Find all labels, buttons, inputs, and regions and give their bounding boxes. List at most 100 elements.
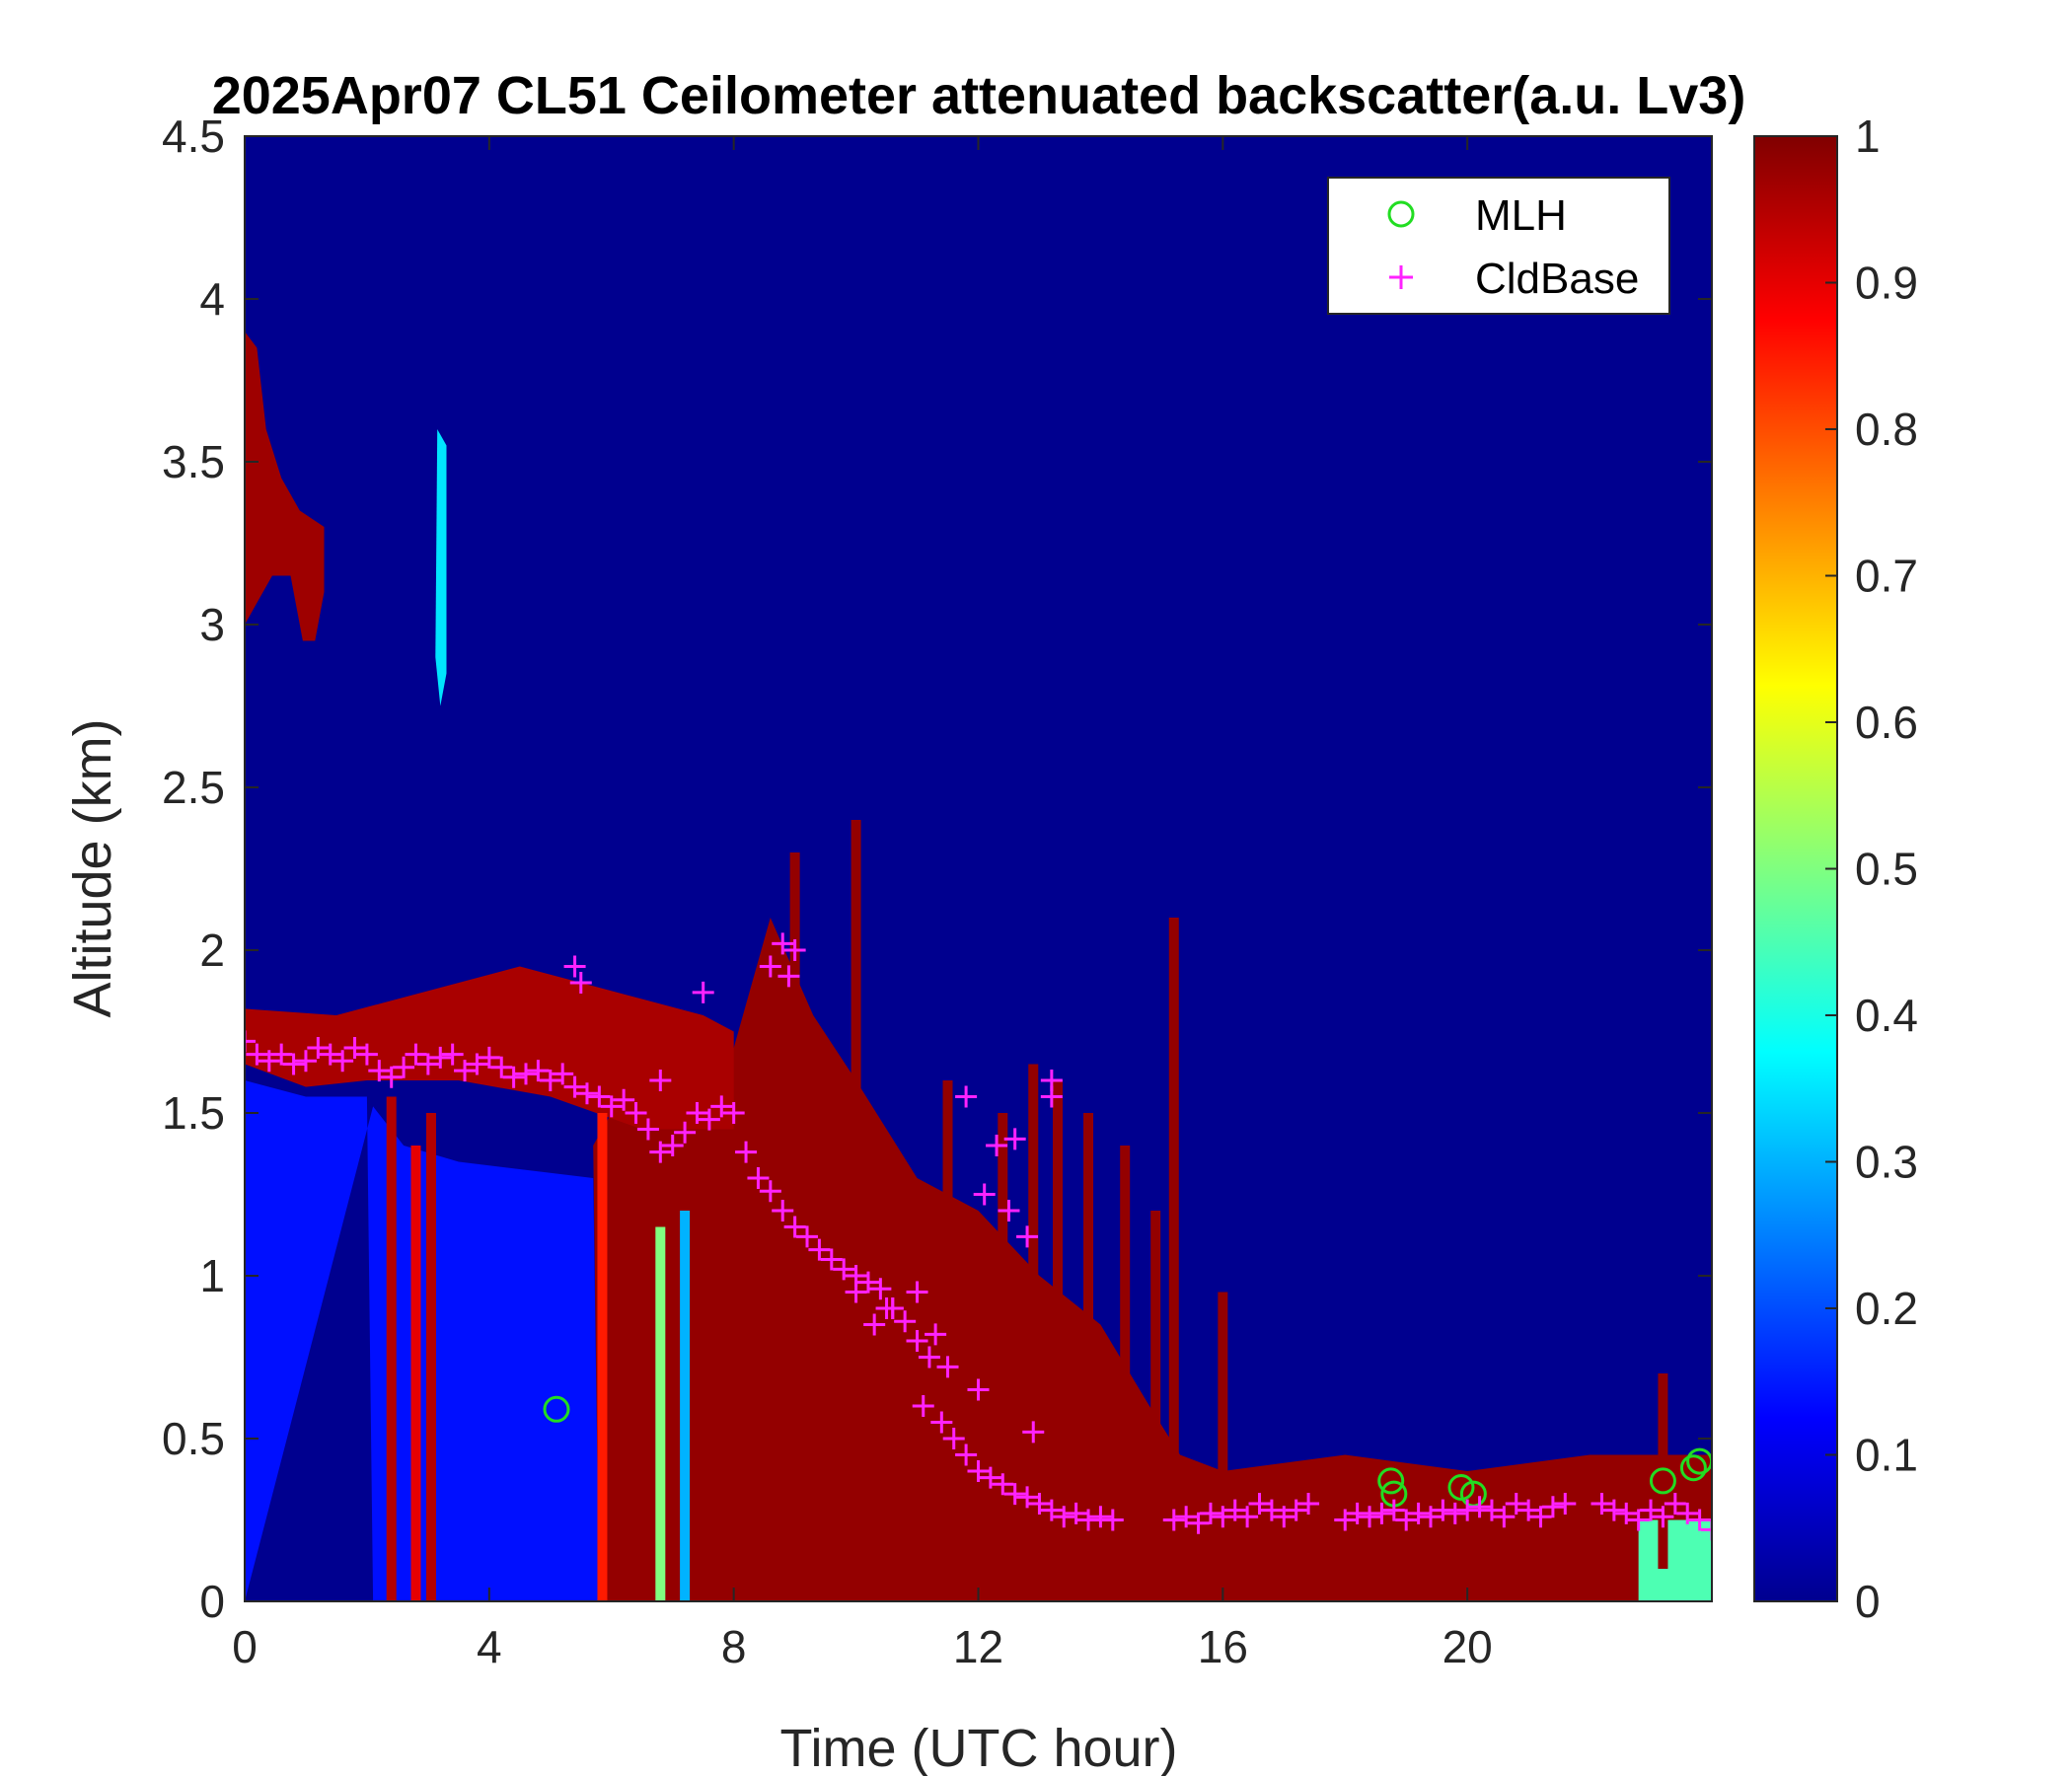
- cldbase-point: [875, 1297, 898, 1319]
- colorbar-tick-label: 0.7: [1855, 551, 1918, 602]
- cldbase-point: [936, 1356, 959, 1378]
- cldbase-point: [1505, 1493, 1527, 1515]
- colorbar-gradient: [1753, 135, 1838, 1602]
- legend-mlh-label: MLH: [1475, 191, 1567, 240]
- cldbase-point: [1517, 1499, 1540, 1521]
- backscatter-spike-6: [789, 852, 800, 1341]
- x-tick-label: 20: [1443, 1621, 1493, 1672]
- cldbase-point: [661, 1135, 684, 1156]
- colorbar-tick-label: 0.9: [1855, 258, 1918, 309]
- cldbase-point: [246, 1043, 268, 1066]
- cldbase-point: [1676, 1502, 1699, 1524]
- colorbar-ticks: 0 0.1 0.2 0.3 0.4 0.5 0.6 0.7 0.8 0.9 1: [1825, 111, 1918, 1627]
- y-tick-label: 1.5: [162, 1087, 225, 1139]
- backscatter-region-0: [245, 332, 325, 641]
- cldbase-point: [332, 1050, 354, 1073]
- cldbase-point: [1175, 1506, 1198, 1528]
- backscatter-spike-8: [942, 1080, 953, 1439]
- cldbase-point: [502, 1066, 525, 1088]
- cldbase-point: [539, 1070, 561, 1091]
- x-tick-label: 4: [477, 1621, 502, 1672]
- marker-layer: [245, 932, 1712, 1541]
- x-axis: 0 4 8 12 16 20: [232, 136, 1493, 1672]
- cldbase-point: [1554, 1493, 1577, 1515]
- cldbase-point: [1627, 1509, 1650, 1531]
- cldbase-point: [1187, 1512, 1210, 1534]
- cldbase-point: [1065, 1502, 1087, 1524]
- cldbase-point: [416, 1053, 439, 1075]
- cldbase-point: [454, 1060, 477, 1082]
- cldbase-point: [735, 1141, 758, 1163]
- cldbase-point: [967, 1460, 990, 1482]
- cldbase-point: [772, 1200, 794, 1221]
- cldbase-point: [1480, 1499, 1503, 1521]
- cldbase-point: [527, 1060, 550, 1082]
- y-tick-label: 0: [199, 1576, 225, 1627]
- cldbase-point: [1640, 1499, 1663, 1521]
- legend-cldbase-marker: [1389, 265, 1413, 289]
- backscatter-region-3: [593, 918, 1712, 1601]
- cldbase-point: [918, 1346, 940, 1369]
- cldbase-point: [992, 1473, 1014, 1496]
- cldbase-point: [1359, 1506, 1381, 1528]
- cldbase-point: [569, 972, 592, 994]
- cldbase-point: [1003, 1128, 1026, 1150]
- cldbase-point: [1395, 1509, 1418, 1531]
- cldbase-point: [1382, 1499, 1405, 1521]
- backscatter-spike-14: [1150, 1211, 1161, 1504]
- cldbase-point: [942, 1428, 965, 1449]
- cldbase-point: [368, 1060, 391, 1082]
- backscatter-spike-15: [1168, 918, 1179, 1504]
- colorbar-tick-label: 0.5: [1855, 844, 1918, 895]
- cldbase-point: [1212, 1506, 1234, 1528]
- cldbase-point: [692, 981, 714, 1003]
- cldbase-point: [979, 1466, 1001, 1489]
- cldbase-point: [552, 1063, 574, 1085]
- cldbase-point: [307, 1037, 330, 1059]
- colorbar-tick-label: 0: [1855, 1576, 1881, 1627]
- colorbar-tick-label: 0.4: [1855, 990, 1918, 1041]
- cldbase-point: [1443, 1502, 1466, 1524]
- cldbase-point: [1591, 1493, 1613, 1515]
- cldbase-point: [1260, 1499, 1283, 1521]
- cldbase-point: [1040, 1085, 1063, 1108]
- cldbase-point: [1615, 1502, 1638, 1524]
- y-tick-label: 4: [199, 273, 225, 325]
- cldbase-point: [245, 1030, 256, 1053]
- cldbase-point: [955, 1443, 978, 1466]
- y-tick-label: 0.5: [162, 1413, 225, 1464]
- cldbase-point: [1468, 1496, 1491, 1518]
- cldbase-point: [380, 1066, 403, 1088]
- cldbase-point: [405, 1043, 427, 1066]
- backscatter-spike-2: [425, 1113, 436, 1601]
- y-tick-label: 1: [199, 1250, 225, 1301]
- y-tick-label: 4.5: [162, 111, 225, 162]
- chart-title: 2025Apr07 CL51 Ceilometer attenuated bac…: [212, 66, 1746, 125]
- legend-box: [1327, 177, 1670, 315]
- cldbase-point: [1541, 1496, 1564, 1518]
- cldbase-point: [1016, 1486, 1039, 1509]
- y-tick-label: 3.5: [162, 436, 225, 487]
- cldbase-point: [613, 1088, 635, 1111]
- x-axis-label: Time (UTC hour): [779, 1719, 1177, 1776]
- cldbase-point: [967, 1378, 990, 1401]
- backscatter-spike-3: [597, 1113, 608, 1601]
- cldbase-point: [1701, 1518, 1712, 1541]
- cldbase-point: [575, 1082, 598, 1105]
- cldbase-point: [393, 1056, 415, 1078]
- backscatter-spike-7: [851, 820, 861, 1341]
- cldbase-point: [478, 1046, 500, 1069]
- cldbase-point: [1493, 1506, 1516, 1528]
- cldbase-point: [1248, 1493, 1271, 1515]
- y-axis: 0 0.5 1 1.5 2 2.5 3 3.5 4 4.5: [162, 111, 1712, 1627]
- cldbase-point: [973, 1183, 996, 1206]
- cldbase-point: [355, 1043, 378, 1066]
- cldbase-point: [1602, 1499, 1625, 1521]
- cldbase-point: [894, 1310, 917, 1333]
- cldbase-point: [808, 1238, 831, 1261]
- cldbase-point: [722, 1102, 745, 1124]
- cldbase-point: [466, 1053, 488, 1075]
- cldbase-point: [759, 1180, 781, 1203]
- x-tick-label: 8: [721, 1621, 747, 1672]
- surface-fill-0: [1638, 1519, 1712, 1601]
